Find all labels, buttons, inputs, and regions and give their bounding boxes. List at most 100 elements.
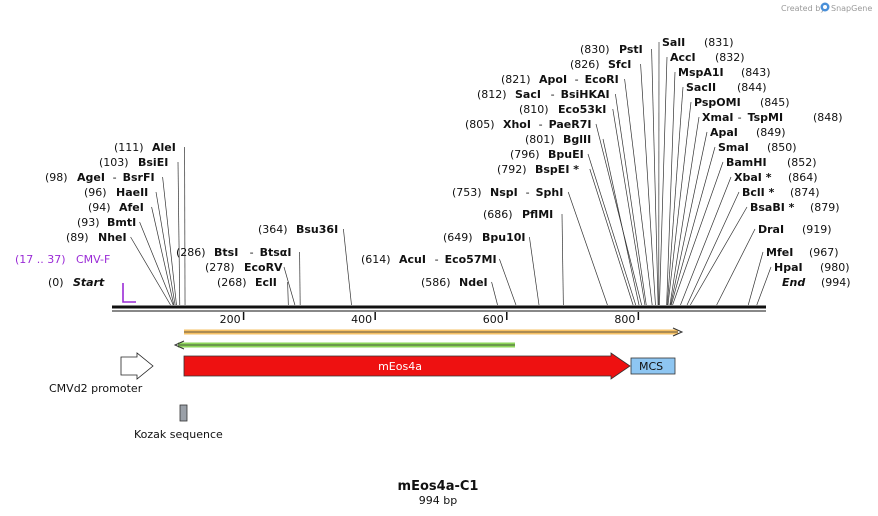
site-bpuei[interactable]: (796) BpuEI — [510, 148, 584, 161]
site-leader-line — [139, 221, 174, 306]
meos4a-cds-arrow[interactable] — [183, 352, 631, 380]
site-leader-line — [287, 281, 289, 306]
site-bmti[interactable]: (93) BmtI — [77, 216, 136, 229]
site-leader-line — [640, 63, 656, 306]
site-name: EcoRV — [244, 261, 283, 274]
site-name: Eco53kI — [558, 103, 606, 116]
site-position: (850) — [767, 141, 797, 154]
site-name-alt: PaeR7I — [549, 118, 592, 131]
site-position: (831) — [704, 36, 734, 49]
cmvd2-promoter-label: CMVd2 promoter — [49, 382, 143, 395]
site-position: (94) — [88, 201, 111, 214]
site-saci[interactable]: (812) SacI - BsiHKAI — [477, 88, 610, 101]
site-position: (844) — [737, 81, 767, 94]
site-mspa1i[interactable]: MspA1I (843) — [678, 66, 771, 79]
site-xbai[interactable]: XbaI * (864) — [734, 171, 818, 184]
site-start[interactable]: (0) Start — [48, 276, 105, 289]
site-haeii[interactable]: (96) HaeII — [84, 186, 148, 199]
site-bspei[interactable]: (792) BspEI * — [497, 163, 579, 176]
site-position: (821) — [501, 73, 531, 86]
site-apai[interactable]: ApaI (849) — [710, 126, 786, 139]
site-alei[interactable]: (111) AleI — [114, 141, 176, 154]
site-sacii[interactable]: SacII (844) — [686, 81, 767, 94]
site-bglii[interactable]: (801) BglII — [525, 133, 591, 146]
site-name: Bpu10I — [482, 231, 526, 244]
site-bpu10i[interactable]: (649) Bpu10I — [443, 231, 526, 244]
site-acui[interactable]: (614) AcuI - Eco57MI — [361, 253, 497, 266]
site-leader-line — [659, 56, 668, 306]
site-sali[interactable]: SalI (831) — [662, 36, 734, 49]
site-separator: - — [539, 118, 543, 131]
site-drai[interactable]: DraI (919) — [758, 223, 832, 236]
cmv-f-label: (17 .. 37) CMV-F — [15, 253, 110, 266]
site-apoi[interactable]: (821) ApoI - EcoRI — [501, 73, 619, 86]
site-name: BtsI — [214, 246, 238, 259]
credit-text: Created by — [781, 4, 825, 13]
site-position: (98) — [45, 171, 68, 184]
site-ecorv[interactable]: (278) EcoRV — [205, 261, 283, 274]
cmv-f-name: CMV-F — [76, 253, 110, 266]
site-leader-line — [670, 131, 708, 306]
site-position: (919) — [802, 223, 832, 236]
site-ecli[interactable]: (268) EclI — [217, 276, 277, 289]
site-bsabi[interactable]: BsaBI * (879) — [750, 201, 840, 214]
site-position: (801) — [525, 133, 555, 146]
site-name: HpaI — [774, 261, 803, 274]
ruler-tick-label: 200 — [220, 313, 241, 326]
site-name: BsaBI * — [750, 201, 795, 214]
site-position: (810) — [519, 103, 549, 116]
kozak-sequence-box[interactable] — [179, 404, 188, 422]
site-separator: - — [435, 253, 439, 266]
site-separator: - — [526, 186, 530, 199]
site-leader-line — [669, 116, 700, 306]
site-acci[interactable]: AccI (832) — [670, 51, 745, 64]
site-position: (843) — [741, 66, 771, 79]
site-name-alt: TspMI — [748, 111, 784, 124]
site-name: BclI * — [742, 186, 775, 199]
site-pspomi[interactable]: PspOMI (845) — [694, 96, 790, 109]
site-xmai[interactable]: XmaI - TspMI (848) — [702, 111, 843, 124]
site-leader-line — [716, 228, 756, 306]
site-agei[interactable]: (98) AgeI - BsrFI — [45, 171, 155, 184]
site-psti[interactable]: (830) PstI — [580, 43, 643, 56]
map-length: 994 bp — [419, 494, 457, 507]
site-separator: - — [551, 88, 555, 101]
site-nhei[interactable]: (89) NheI — [66, 231, 127, 244]
site-name: NdeI — [459, 276, 488, 289]
site-sfci[interactable]: (826) SfcI — [570, 58, 631, 71]
site-leader-line — [666, 86, 684, 306]
site-bsu36i[interactable]: (364) Bsu36I — [258, 223, 338, 236]
site-position: (805) — [465, 118, 495, 131]
site-end[interactable]: End (994) — [782, 276, 851, 289]
site-ndei[interactable]: (586) NdeI — [421, 276, 488, 289]
cmvd2-promoter-arrow[interactable] — [120, 352, 154, 380]
site-name: End — [782, 276, 805, 289]
site-position: (792) — [497, 163, 527, 176]
site-separator: - — [738, 111, 742, 124]
site-btsi[interactable]: (286) BtsI - BtsαI — [176, 246, 291, 259]
site-leader-line — [624, 78, 653, 306]
site-name: AccI — [670, 51, 696, 64]
site-name: SacII — [686, 81, 716, 94]
site-xhoi[interactable]: (805) XhoI - PaeR7I — [465, 118, 591, 131]
site-leader-line — [491, 281, 498, 306]
site-eco53ki[interactable]: (810) Eco53kI — [519, 103, 606, 116]
site-name: HaeII — [116, 186, 148, 199]
site-hpai[interactable]: HpaI (980) — [774, 261, 850, 274]
site-position: (96) — [84, 186, 107, 199]
site-leader-line — [612, 108, 646, 306]
site-leader-line — [561, 213, 564, 306]
site-bsiei[interactable]: (103) BsiEI — [99, 156, 168, 169]
site-smai[interactable]: SmaI (850) — [718, 141, 797, 154]
mcs-box[interactable] — [630, 357, 676, 375]
site-pflmi[interactable]: (686) PflMI — [483, 208, 553, 221]
site-bamhi[interactable]: BamHI (852) — [726, 156, 817, 169]
site-afei[interactable]: (94) AfeI — [88, 201, 144, 214]
site-position: (364) — [258, 223, 288, 236]
ruler-tick-label: 600 — [483, 313, 504, 326]
site-name: AfeI — [119, 201, 144, 214]
site-bcli[interactable]: BclI * (874) — [742, 186, 820, 199]
site-mfei[interactable]: MfeI (967) — [766, 246, 839, 259]
site-nspi[interactable]: (753) NspI - SphI — [452, 186, 563, 199]
